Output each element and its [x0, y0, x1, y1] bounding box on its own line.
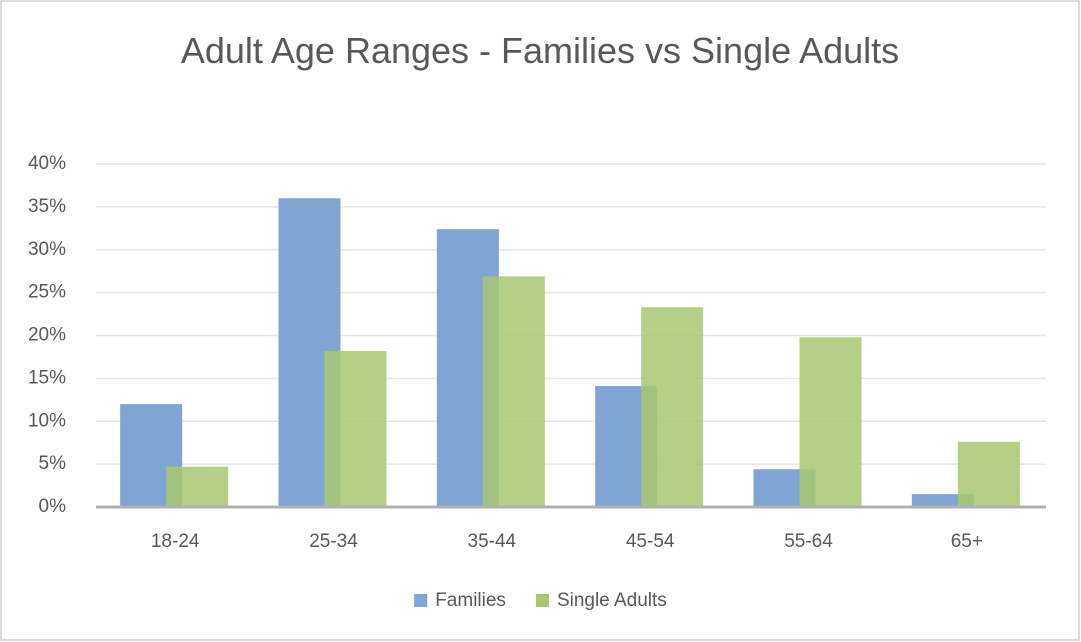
bar	[799, 337, 862, 507]
y-tick-label: 30%	[28, 239, 66, 260]
y-tick-label: 25%	[28, 282, 66, 303]
legend-label: Single Adults	[557, 590, 667, 611]
x-tick-label: 45-54	[626, 531, 675, 552]
y-tick-label: 40%	[28, 153, 66, 174]
y-tick-label: 20%	[28, 325, 66, 346]
legend-swatch	[535, 594, 549, 607]
bar	[324, 350, 387, 507]
y-tick-label: 15%	[28, 367, 66, 388]
y-tick-label: 35%	[28, 196, 66, 217]
bar	[641, 307, 704, 507]
x-tick-label: 25-34	[309, 531, 358, 552]
legend-label: Families	[435, 590, 506, 611]
bar	[482, 276, 545, 507]
y-tick-label: 0%	[39, 496, 67, 517]
bar	[957, 441, 1020, 507]
legend-swatch	[414, 594, 428, 607]
y-tick-label: 5%	[39, 453, 67, 474]
bar	[166, 466, 229, 507]
x-tick-label: 55-64	[784, 531, 833, 552]
x-tick-label: 65+	[951, 531, 983, 552]
chart-title: Adult Age Ranges - Families vs Single Ad…	[180, 30, 900, 71]
y-tick-label: 10%	[28, 410, 66, 431]
x-tick-label: 35-44	[468, 531, 517, 552]
x-tick-label: 18-24	[151, 531, 200, 552]
